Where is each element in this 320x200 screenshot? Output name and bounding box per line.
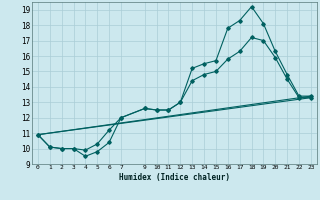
X-axis label: Humidex (Indice chaleur): Humidex (Indice chaleur) xyxy=(119,173,230,182)
